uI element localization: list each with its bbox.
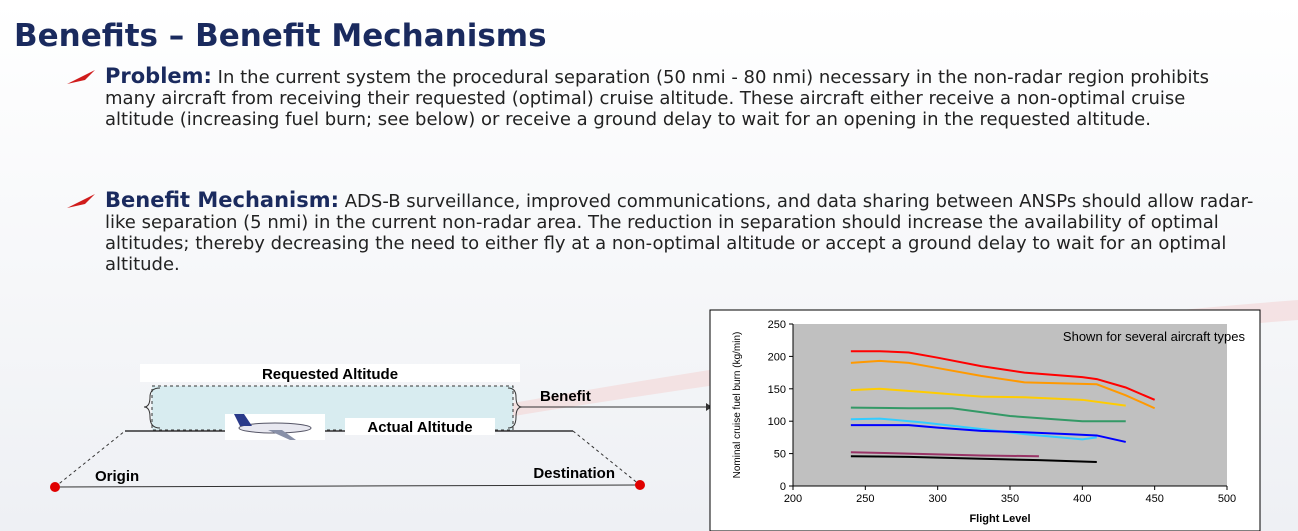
y-tick-label: 50 <box>774 449 786 461</box>
chart-annotation: Shown for several aircraft types <box>1063 329 1246 344</box>
ground-line <box>55 485 640 487</box>
x-tick-label: 500 <box>1218 493 1236 505</box>
slide: Benefits – Benefit Mechanisms Problem: I… <box>0 0 1298 531</box>
x-tick-label: 300 <box>928 493 946 505</box>
origin-label: Origin <box>95 468 139 485</box>
x-tick-label: 400 <box>1073 493 1091 505</box>
plot-area <box>793 324 1227 486</box>
y-axis-label: Nominal cruise fuel burn (kg/min) <box>732 332 743 479</box>
y-tick-label: 150 <box>768 384 786 396</box>
aircraft <box>225 414 325 440</box>
benefit-label: Benefit <box>540 388 591 405</box>
destination-label: Destination <box>533 465 615 482</box>
diagram: Requested Altitude Benefit Actual Altitu… <box>50 364 712 492</box>
x-tick-label: 250 <box>856 493 874 505</box>
figures: Requested Altitude Benefit Actual Altitu… <box>0 0 1298 531</box>
x-axis-label: Flight Level <box>969 513 1030 525</box>
y-tick-label: 100 <box>768 416 786 428</box>
x-tick-label: 350 <box>1001 493 1019 505</box>
destination-dot <box>635 480 645 490</box>
y-tick-label: 200 <box>768 351 786 363</box>
y-tick-label: 0 <box>780 481 786 493</box>
origin-dot <box>50 482 60 492</box>
y-tick-label: 250 <box>768 319 786 331</box>
x-tick-label: 450 <box>1145 493 1163 505</box>
x-tick-label: 200 <box>784 493 802 505</box>
requested-label: Requested Altitude <box>262 366 398 383</box>
actual-label: Actual Altitude <box>367 419 472 436</box>
